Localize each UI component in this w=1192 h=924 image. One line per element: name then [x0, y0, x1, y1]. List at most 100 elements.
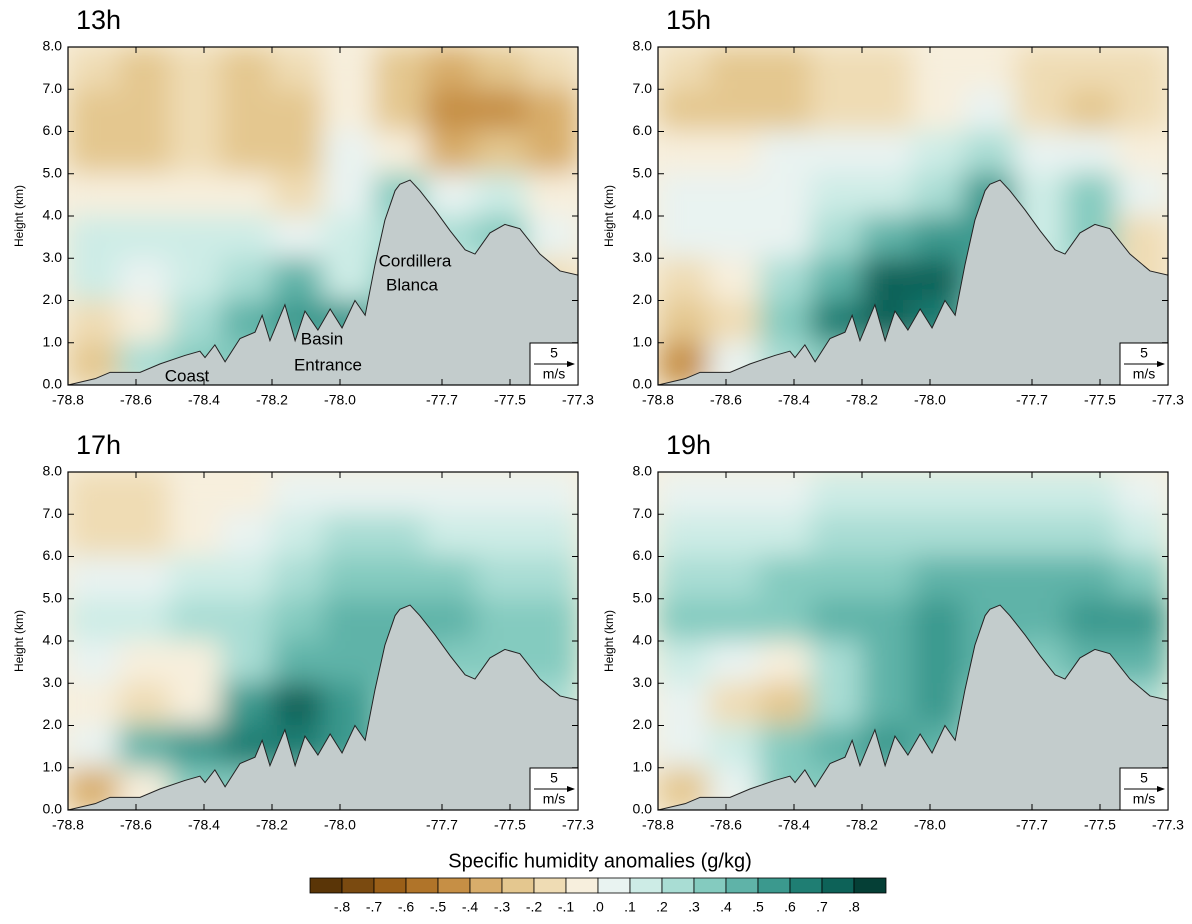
- anomaly-cell: [526, 47, 578, 90]
- anomaly-cell: [658, 598, 710, 642]
- anomaly-cell: [373, 131, 426, 175]
- anomaly-cell: [658, 131, 710, 175]
- y-tick-label: 0.0: [633, 801, 653, 817]
- panel: -78.8 -78.6 -78.4 -78.2 -78.0 -77.7 -77.5 -77.3…: [12, 5, 594, 408]
- colorbar-swatch: [661, 877, 695, 894]
- anomaly-cell: [1116, 47, 1168, 90]
- x-tick-label: -78.8: [642, 392, 674, 408]
- anomaly-cell: [526, 598, 578, 642]
- y-axis-label: Height (km): [602, 610, 616, 672]
- anomaly-cell: [708, 131, 761, 175]
- anomaly-cell: [118, 725, 171, 769]
- anomaly-cell: [118, 513, 171, 557]
- y-tick-label: 3.0: [633, 674, 653, 690]
- anomaly-cell: [708, 173, 761, 217]
- anomaly-cell: [475, 513, 528, 557]
- anomaly-cell: [271, 47, 324, 90]
- y-axis-label: Height (km): [602, 185, 616, 247]
- anomaly-cell: [658, 300, 710, 344]
- anomaly-cell: [271, 556, 324, 600]
- anomaly-cell: [322, 215, 375, 259]
- anomaly-cell: [1116, 173, 1168, 217]
- colorbar-label: -.1: [558, 899, 575, 915]
- anomaly-cell: [475, 88, 528, 132]
- anomaly-cell: [861, 640, 914, 684]
- colorbar-swatch: [789, 877, 823, 894]
- panel-title: 19h: [666, 430, 711, 460]
- anomaly-cell: [220, 598, 273, 642]
- anomaly-cell: [708, 88, 761, 132]
- colorbar-title: Specific humidity anomalies (g/kg): [448, 850, 751, 872]
- panel: -78.8 -78.6 -78.4 -78.2 -78.0 -77.7 -77.5 -77.3…: [602, 430, 1184, 833]
- colorbar-label: -.5: [430, 899, 447, 915]
- anomaly-cell: [708, 556, 761, 600]
- anomaly-cell: [1014, 513, 1067, 557]
- anomaly-cell: [1014, 47, 1067, 90]
- y-tick-label: 1.0: [43, 758, 63, 774]
- anomaly-cell: [271, 257, 324, 301]
- y-tick-label: 3.0: [43, 674, 63, 690]
- colorbar-label: -.8: [334, 899, 351, 915]
- panel-title: 17h: [76, 430, 121, 460]
- y-tick-label: 6.0: [633, 547, 653, 563]
- y-tick-label: 0.0: [43, 801, 63, 817]
- anomaly-cell: [373, 47, 426, 90]
- y-tick-label: 7.0: [43, 80, 63, 96]
- anomaly-cell: [708, 682, 761, 726]
- x-tick-label: -78.0: [324, 392, 356, 408]
- terrain: [68, 604, 578, 810]
- y-tick-label: 4.0: [633, 632, 653, 648]
- colorbar-label: -.6: [398, 899, 415, 915]
- anomaly-cell: [271, 682, 324, 726]
- anomaly-cell: [708, 640, 761, 684]
- anomaly-cell: [759, 215, 812, 259]
- annotation: Blanca: [386, 275, 439, 294]
- x-tick-label: -77.3: [1152, 392, 1184, 408]
- y-tick-label: 8.0: [633, 463, 653, 479]
- y-tick-label: 0.0: [43, 376, 63, 392]
- anomaly-cell: [271, 215, 324, 259]
- anomaly-cell: [810, 47, 863, 90]
- y-tick-label: 5.0: [43, 589, 63, 605]
- anomaly-cell: [322, 47, 375, 90]
- x-tick-label: -78.2: [846, 392, 878, 408]
- annotation: Cordillera: [379, 251, 452, 270]
- anomaly-cell: [118, 173, 171, 217]
- colorbar-swatch: [597, 877, 631, 894]
- anomaly-cell: [810, 598, 863, 642]
- anomaly-cell: [759, 257, 812, 301]
- anomaly-cell: [271, 598, 324, 642]
- anomaly-cell: [912, 556, 965, 600]
- colorbar-label: -.2: [526, 899, 543, 915]
- anomaly-cell: [322, 682, 375, 726]
- anomaly-cell: [68, 725, 120, 769]
- colorbar-swatch: [629, 877, 663, 894]
- anomaly-cell: [912, 257, 965, 301]
- anomaly-cell: [169, 173, 222, 217]
- reference-value: 5: [550, 770, 558, 786]
- colorbar-swatch: [405, 877, 439, 894]
- x-tick-label: -77.5: [494, 392, 526, 408]
- panel-title: 13h: [76, 5, 121, 35]
- anomaly-cell: [475, 556, 528, 600]
- x-tick-label: -78.8: [52, 817, 84, 833]
- anomaly-cell: [1116, 556, 1168, 600]
- anomaly-cell: [271, 173, 324, 217]
- anomaly-cell: [68, 598, 120, 642]
- anomaly-cell: [169, 131, 222, 175]
- anomaly-cell: [169, 257, 222, 301]
- anomaly-cell: [220, 682, 273, 726]
- anomaly-cell: [708, 598, 761, 642]
- anomaly-cell: [220, 47, 273, 90]
- anomaly-cell: [1116, 513, 1168, 557]
- anomaly-cell: [118, 640, 171, 684]
- anomaly-cell: [861, 131, 914, 175]
- anomaly-cell: [759, 173, 812, 217]
- colorbar-label: .3: [688, 899, 700, 915]
- anomaly-cell: [861, 513, 914, 557]
- anomaly-cell: [861, 472, 914, 515]
- anomaly-cell: [658, 257, 710, 301]
- x-tick-label: -78.2: [846, 817, 878, 833]
- x-tick-label: -78.2: [256, 817, 288, 833]
- anomaly-cell: [68, 257, 120, 301]
